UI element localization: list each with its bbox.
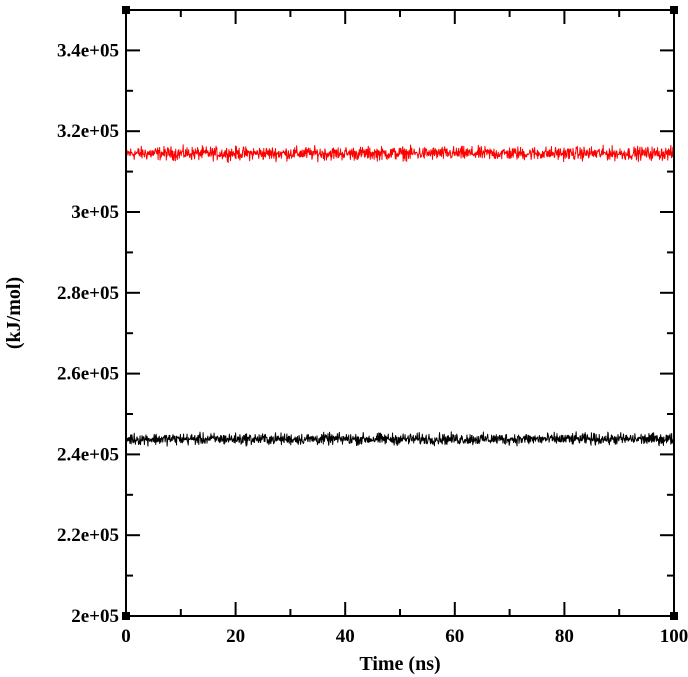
x-tick-label: 80 (555, 626, 574, 647)
y-tick-labels: 2e+05 2.2e+05 2.4e+05 2.6e+05 2.8e+05 3e+05 3.… (57, 40, 119, 627)
x-tick-label: 20 (226, 626, 245, 647)
y-tick-label: 2e+05 (71, 606, 119, 627)
corner-markers (122, 6, 678, 620)
x-tick-label: 60 (445, 626, 464, 647)
y-tick-label: 3.2e+05 (57, 121, 119, 142)
x-tick-label: 100 (660, 626, 688, 647)
x-tick-label: 0 (121, 626, 131, 647)
x-axis-title: Time (ns) (359, 653, 440, 675)
x-tick-labels: 0 20 40 60 80 100 (121, 626, 688, 647)
corner-marker (122, 6, 130, 14)
y-tick-label: 3.4e+05 (57, 40, 119, 61)
y-tick-label: 2.6e+05 (57, 364, 119, 385)
x-tick-label: 40 (336, 626, 355, 647)
corner-marker (122, 612, 130, 620)
y-tick-label: 2.8e+05 (57, 283, 119, 304)
y-axis-title: (kJ/mol) (3, 277, 25, 349)
series-line-1 (125, 431, 675, 447)
y-tick-label: 3e+05 (71, 202, 119, 223)
corner-marker (670, 612, 678, 620)
y-tick-label: 2.4e+05 (57, 444, 119, 465)
corner-marker (670, 6, 678, 14)
series-layer (125, 144, 675, 447)
series-line-0 (125, 144, 675, 164)
y-tick-label: 2.2e+05 (57, 525, 119, 546)
